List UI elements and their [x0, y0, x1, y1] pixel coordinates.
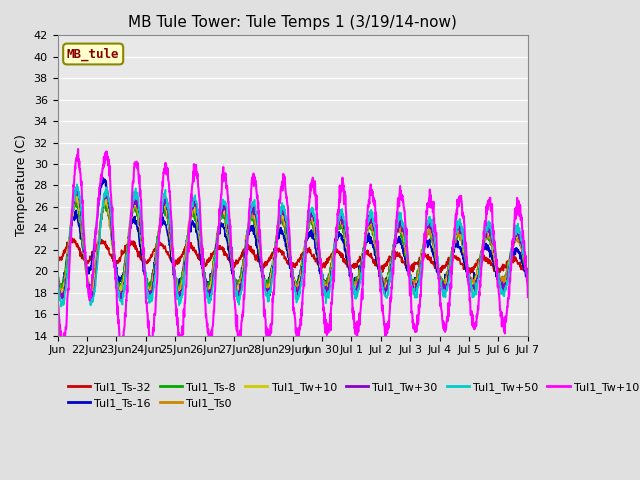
Tul1_Ts0 — [280, 223, 288, 229]
Tul1_Ts-32 — [524, 271, 532, 277]
Tul1_Tw+30 — [54, 272, 61, 277]
Tul1_Ts-32 — [68, 235, 76, 241]
Tul1_Ts-16 — [204, 289, 211, 295]
Tul1_Ts0 — [518, 250, 526, 256]
Tul1_Tw+50 — [58, 304, 65, 310]
Tul1_Tw+50 — [54, 270, 61, 276]
Line: Tul1_Ts-32: Tul1_Ts-32 — [58, 238, 528, 274]
Tul1_Ts-8 — [280, 224, 288, 230]
Tul1_Ts-8 — [72, 197, 80, 203]
Line: Tul1_Tw+30: Tul1_Tw+30 — [58, 190, 528, 301]
Tul1_Tw+10 — [72, 191, 79, 197]
Tul1_Ts-8 — [518, 252, 526, 258]
Tul1_Ts-8 — [524, 272, 532, 278]
Tul1_Tw+10 — [524, 276, 532, 282]
Tul1_Tw+100 — [404, 249, 412, 255]
Tul1_Ts-32 — [127, 240, 135, 246]
Tul1_Tw+50 — [271, 249, 279, 255]
Tul1_Ts-8 — [404, 259, 412, 265]
Tul1_Ts-32 — [403, 262, 411, 268]
Tul1_Tw+100 — [271, 270, 279, 276]
Tul1_Tw+100 — [518, 226, 526, 232]
Tul1_Tw+30 — [71, 187, 79, 192]
Tul1_Ts-32 — [472, 263, 480, 269]
Tul1_Ts-16 — [280, 233, 288, 239]
Line: Tul1_Tw+100: Tul1_Tw+100 — [58, 149, 528, 347]
Tul1_Ts-16 — [472, 272, 480, 277]
Tul1_Ts-16 — [99, 175, 107, 181]
Legend: Tul1_Ts-32, Tul1_Ts-16, Tul1_Ts-8, Tul1_Ts0, Tul1_Tw+10, Tul1_Tw+30, Tul1_Tw+50,: Tul1_Ts-32, Tul1_Ts-16, Tul1_Ts-8, Tul1_… — [63, 377, 640, 413]
Tul1_Ts-32 — [518, 264, 526, 270]
Tul1_Tw+50 — [74, 181, 81, 187]
Tul1_Tw+100 — [58, 344, 66, 349]
Line: Tul1_Tw+10: Tul1_Tw+10 — [58, 194, 528, 297]
Tul1_Tw+30 — [518, 240, 526, 245]
Line: Tul1_Ts0: Tul1_Ts0 — [58, 194, 528, 298]
Line: Tul1_Tw+50: Tul1_Tw+50 — [58, 184, 528, 307]
Tul1_Tw+50 — [524, 272, 532, 278]
Tul1_Tw+10 — [175, 294, 183, 300]
Tul1_Tw+30 — [271, 247, 279, 252]
Tul1_Tw+100 — [524, 294, 532, 300]
Tul1_Ts-8 — [54, 273, 61, 278]
Tul1_Tw+30 — [524, 270, 532, 276]
Tul1_Ts-8 — [128, 213, 136, 218]
Tul1_Ts0 — [54, 273, 61, 279]
Tul1_Ts-16 — [404, 266, 412, 272]
Tul1_Ts-16 — [524, 273, 532, 278]
Tul1_Tw+50 — [518, 240, 526, 246]
Tul1_Ts-32 — [54, 257, 61, 263]
Tul1_Ts0 — [524, 271, 532, 276]
Tul1_Tw+50 — [404, 253, 412, 259]
Tul1_Ts-16 — [54, 276, 61, 282]
Tul1_Tw+100 — [472, 322, 480, 328]
Tul1_Ts-32 — [271, 247, 279, 253]
Tul1_Ts-32 — [280, 251, 288, 256]
Tul1_Ts-8 — [472, 271, 480, 277]
Tul1_Tw+30 — [280, 211, 288, 217]
Tul1_Tw+30 — [128, 213, 136, 219]
Y-axis label: Temperature (C): Temperature (C) — [15, 134, 28, 237]
Tul1_Tw+100 — [54, 298, 61, 303]
Tul1_Tw+30 — [472, 280, 480, 286]
Text: MB_tule: MB_tule — [67, 48, 120, 60]
Tul1_Tw+10 — [518, 244, 526, 250]
Tul1_Ts-8 — [57, 288, 65, 294]
Tul1_Ts-8 — [271, 243, 279, 249]
Tul1_Ts0 — [128, 216, 136, 221]
Tul1_Ts0 — [271, 241, 279, 247]
Line: Tul1_Ts-8: Tul1_Ts-8 — [58, 200, 528, 291]
Tul1_Tw+10 — [404, 254, 412, 260]
Tul1_Tw+100 — [74, 146, 82, 152]
Tul1_Tw+10 — [271, 240, 279, 246]
Tul1_Tw+100 — [280, 177, 288, 183]
Tul1_Ts-16 — [127, 220, 135, 226]
Tul1_Tw+100 — [128, 205, 136, 211]
Title: MB Tule Tower: Tule Temps 1 (3/19/14-now): MB Tule Tower: Tule Temps 1 (3/19/14-now… — [128, 15, 457, 30]
Tul1_Ts0 — [72, 192, 79, 197]
Tul1_Ts-16 — [271, 247, 279, 252]
Tul1_Ts0 — [56, 295, 64, 300]
Tul1_Tw+10 — [127, 210, 135, 216]
Tul1_Ts0 — [404, 258, 412, 264]
Tul1_Tw+30 — [117, 298, 125, 304]
Tul1_Tw+30 — [404, 253, 412, 259]
Tul1_Tw+50 — [280, 205, 288, 211]
Tul1_Tw+50 — [472, 292, 480, 298]
Line: Tul1_Ts-16: Tul1_Ts-16 — [58, 178, 528, 292]
Tul1_Ts-32 — [466, 271, 474, 277]
Tul1_Ts-16 — [518, 261, 526, 266]
Tul1_Tw+10 — [472, 274, 480, 279]
Tul1_Ts0 — [472, 275, 480, 281]
Tul1_Tw+10 — [280, 215, 288, 221]
Tul1_Tw+50 — [128, 206, 136, 212]
Tul1_Tw+10 — [54, 271, 61, 277]
